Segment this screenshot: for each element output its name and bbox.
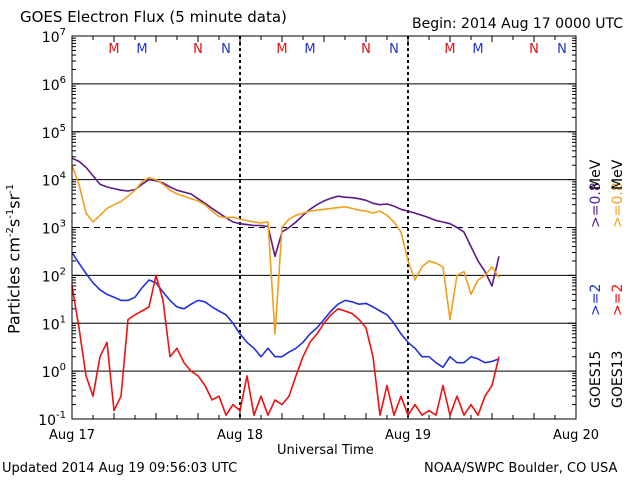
marker-n-blue: N: [221, 42, 231, 57]
x-axis-label: Universal Time: [277, 443, 374, 458]
legend-goes15: GOES15: [588, 350, 604, 408]
credit: NOAA/SWPC Boulder, CO USA: [424, 461, 618, 476]
series-line-2: [71, 252, 500, 369]
marker-m-red: M: [108, 42, 119, 57]
x-tick-label-3: Aug 20: [553, 428, 599, 443]
marker-m-red: M: [276, 42, 287, 57]
series-line-1: [71, 164, 500, 335]
marker-m-red: M: [444, 42, 455, 57]
updated-timestamp: Updated 2014 Aug 19 09:56:03 UTC: [2, 461, 238, 476]
marker-n-red: N: [361, 42, 371, 57]
x-tick-label-1: Aug 18: [217, 428, 263, 443]
marker-n-red: N: [193, 42, 203, 57]
y-tick-label-0: 10-1: [38, 410, 66, 429]
legend-mev-2: MeV: [610, 159, 626, 190]
plot-frame: [71, 35, 577, 420]
marker-m-blue: M: [472, 42, 483, 57]
y-axis-label: Particles cm-2s-1sr-1: [4, 183, 24, 334]
y-tick-label-3: 102: [42, 266, 66, 285]
legend-mev-1: MeV: [588, 159, 604, 190]
y-tick-label-2: 101: [42, 314, 66, 333]
y-tick-label-4: 103: [42, 219, 66, 238]
x-tick-label-2: Aug 19: [385, 428, 431, 443]
marker-m-blue: M: [304, 42, 315, 57]
y-tick-label-8: 107: [42, 27, 66, 46]
chart-title: GOES Electron Flux (5 minute data): [20, 8, 287, 26]
series-line-0: [71, 157, 500, 287]
marker-n-blue: N: [389, 42, 399, 57]
y-tick-label-1: 100: [42, 362, 66, 381]
marker-n-blue: N: [557, 42, 567, 57]
marker-n-red: N: [529, 42, 539, 57]
marker-m-blue: M: [136, 42, 147, 57]
series-line-3: [71, 274, 500, 416]
begin-date: Begin: 2014 Aug 17 0000 UTC: [412, 16, 623, 32]
legend-goes15-ge2: >=2: [588, 283, 604, 316]
legend-goes13-ge2: >=2: [610, 283, 626, 316]
legend-goes13: GOES13: [610, 350, 626, 408]
y-tick-label-5: 104: [42, 171, 66, 190]
y-tick-label-6: 105: [42, 123, 66, 142]
y-tick-label-7: 106: [42, 75, 66, 94]
x-tick-label-0: Aug 17: [49, 428, 95, 443]
